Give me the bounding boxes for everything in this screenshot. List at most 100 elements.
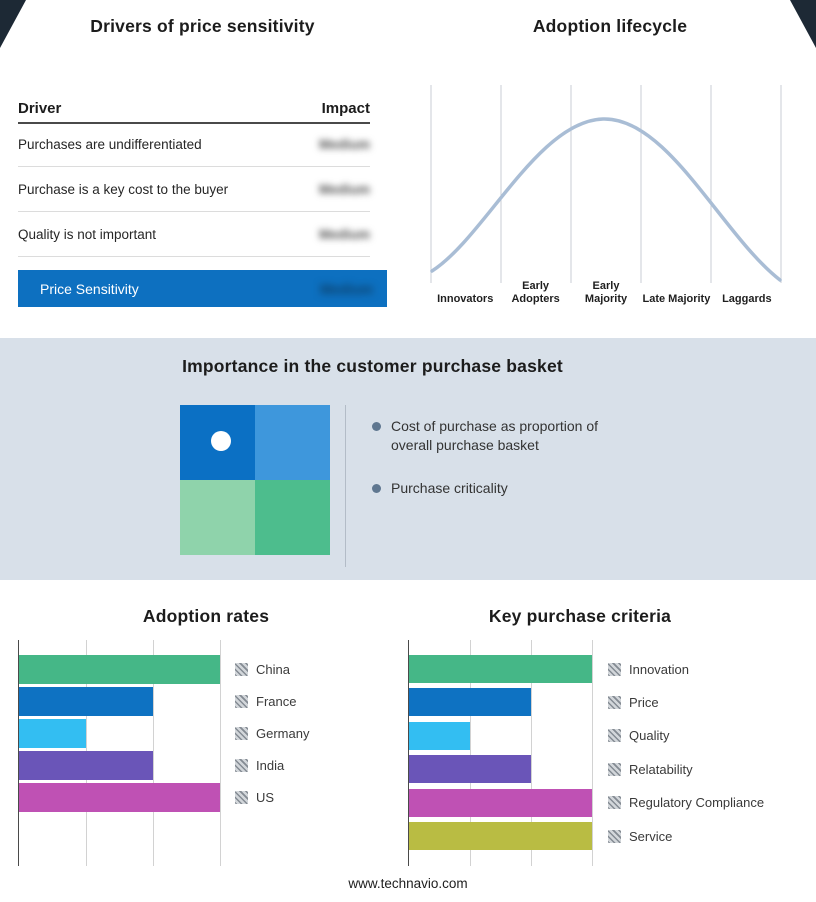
legend-swatch-icon (235, 791, 248, 804)
stage-label: Late Majority (642, 292, 711, 305)
basket-panel-title: Importance in the customer purchase bask… (182, 356, 563, 376)
legend-swatch-icon (608, 829, 621, 843)
bar-china (19, 655, 220, 684)
adoption-rates-legend: China France Germany India US (235, 640, 395, 866)
corner-accent-top-right-icon (790, 0, 816, 48)
lifecycle-stage-labels: Innovators Early Adopters Early Majority La… (430, 277, 782, 305)
legend-label: Service (629, 828, 673, 844)
legend-item: Price (608, 694, 659, 710)
legend-swatch-icon (235, 759, 248, 772)
website-url: www.technavio.com (348, 876, 468, 891)
basket-band (0, 338, 816, 580)
bar-germany (19, 719, 86, 748)
legend-swatch-icon (608, 729, 621, 743)
gridline (592, 640, 593, 866)
legend-item: Innovation (608, 661, 689, 677)
bar-us (19, 783, 220, 812)
legend-label: Relatability (629, 761, 693, 777)
drivers-table-header: Driver Impact (18, 94, 370, 124)
legend-label: Price (629, 694, 659, 710)
bullet-text: Purchase criticality (391, 480, 508, 496)
lifecycle-curve-chart (430, 85, 782, 283)
legend-label: Regulatory Compliance (629, 795, 765, 811)
basket-bullets: Cost of purchase as proportion of overal… (372, 417, 657, 522)
legend-item: Relatability (608, 761, 693, 777)
legend-swatch-icon (608, 662, 621, 676)
bar-france (19, 687, 153, 716)
bar-service (409, 822, 592, 850)
matrix-quadrant-bottom-right (255, 480, 330, 555)
legend-item: France (235, 694, 296, 710)
legend-swatch-icon (235, 695, 248, 708)
stage-label: Laggards (722, 292, 772, 305)
legend-swatch-icon (608, 762, 621, 776)
key-purchase-criteria-chart: Innovation Price Quality Relatability Regula… (408, 640, 808, 866)
bar-price (409, 688, 531, 717)
bar-india (19, 751, 153, 780)
gridline (470, 640, 471, 866)
legend-item: Germany (235, 726, 309, 742)
impact-cell: Medium (318, 136, 370, 152)
bullet-item: Purchase criticality (372, 479, 657, 498)
legend-item: Quality (608, 728, 669, 744)
lifecycle-gridlines (430, 85, 782, 283)
gridline (153, 640, 154, 866)
lifecycle-panel-title: Adoption lifecycle (532, 16, 688, 36)
gridline (220, 640, 221, 866)
legend-label: France (256, 694, 297, 709)
driver-cell: Purchases are undifferentiated (18, 136, 202, 152)
legend-item: Service (608, 828, 672, 844)
bar-regulatory-compliance (409, 788, 592, 817)
bullet-icon (372, 422, 381, 431)
key-purchase-criteria-title: Key purchase criteria (488, 606, 672, 626)
bar-quality (409, 721, 470, 750)
stage-label: Early Majority (584, 280, 628, 305)
bullet-text: Cost of purchase as proportion of overal… (391, 418, 599, 453)
legend-label: India (256, 758, 285, 773)
matrix-quadrant-bottom-left (180, 480, 255, 555)
legend-item: US (235, 790, 274, 806)
legend-swatch-icon (235, 727, 248, 740)
adoption-rates-chart: China France Germany India US (18, 640, 398, 866)
bullet-icon (372, 484, 381, 493)
key-purchase-criteria-plot (408, 640, 595, 866)
legend-label: Germany (256, 726, 310, 741)
legend-item: Regulatory Compliance (608, 795, 764, 811)
driver-row: Purchase is a key cost to the buyer Mediu… (18, 167, 370, 212)
bar-relatability (409, 755, 531, 784)
impact-column-header: Impact (321, 99, 370, 117)
price-sensitivity-impact: Medium (320, 280, 373, 297)
legend-swatch-icon (235, 663, 248, 676)
matrix-quadrant-top-left (180, 405, 255, 480)
matrix-axis-line (345, 405, 346, 567)
bullet-item: Cost of purchase as proportion of overal… (372, 417, 657, 455)
drivers-table-body: Purchases are undifferentiated Medium Purc… (18, 122, 370, 257)
legend-label: Quality (629, 728, 670, 744)
impact-cell: Medium (318, 181, 370, 197)
driver-cell: Purchase is a key cost to the buyer (18, 181, 229, 197)
driver-cell: Quality is not important (18, 226, 157, 242)
drivers-panel-title: Drivers of price sensitivity (90, 16, 315, 36)
stage-label: Early Adopters (511, 280, 560, 305)
price-sensitivity-label: Price Sensitivity (40, 280, 139, 297)
legend-label: China (256, 662, 290, 677)
impact-cell: Medium (318, 226, 370, 242)
bell-curve (430, 117, 782, 282)
adoption-rates-plot (18, 640, 224, 866)
purchase-basket-matrix (180, 405, 330, 555)
gridline (531, 640, 532, 866)
matrix-position-dot-icon (211, 431, 231, 451)
key-purchase-criteria-legend: Innovation Price Quality Relatability Regula… (608, 640, 813, 866)
driver-column-header: Driver (18, 99, 62, 117)
legend-label: Innovation (629, 661, 689, 677)
legend-item: China (235, 662, 290, 678)
legend-item: India (235, 758, 284, 774)
bar-innovation (409, 655, 592, 683)
legend-label: US (256, 790, 275, 805)
driver-row: Purchases are undifferentiated Medium (18, 122, 370, 167)
stage-label: Innovators (437, 292, 494, 305)
legend-swatch-icon (608, 796, 621, 810)
legend-swatch-icon (608, 695, 621, 709)
adoption-rates-title: Adoption rates (142, 606, 270, 626)
